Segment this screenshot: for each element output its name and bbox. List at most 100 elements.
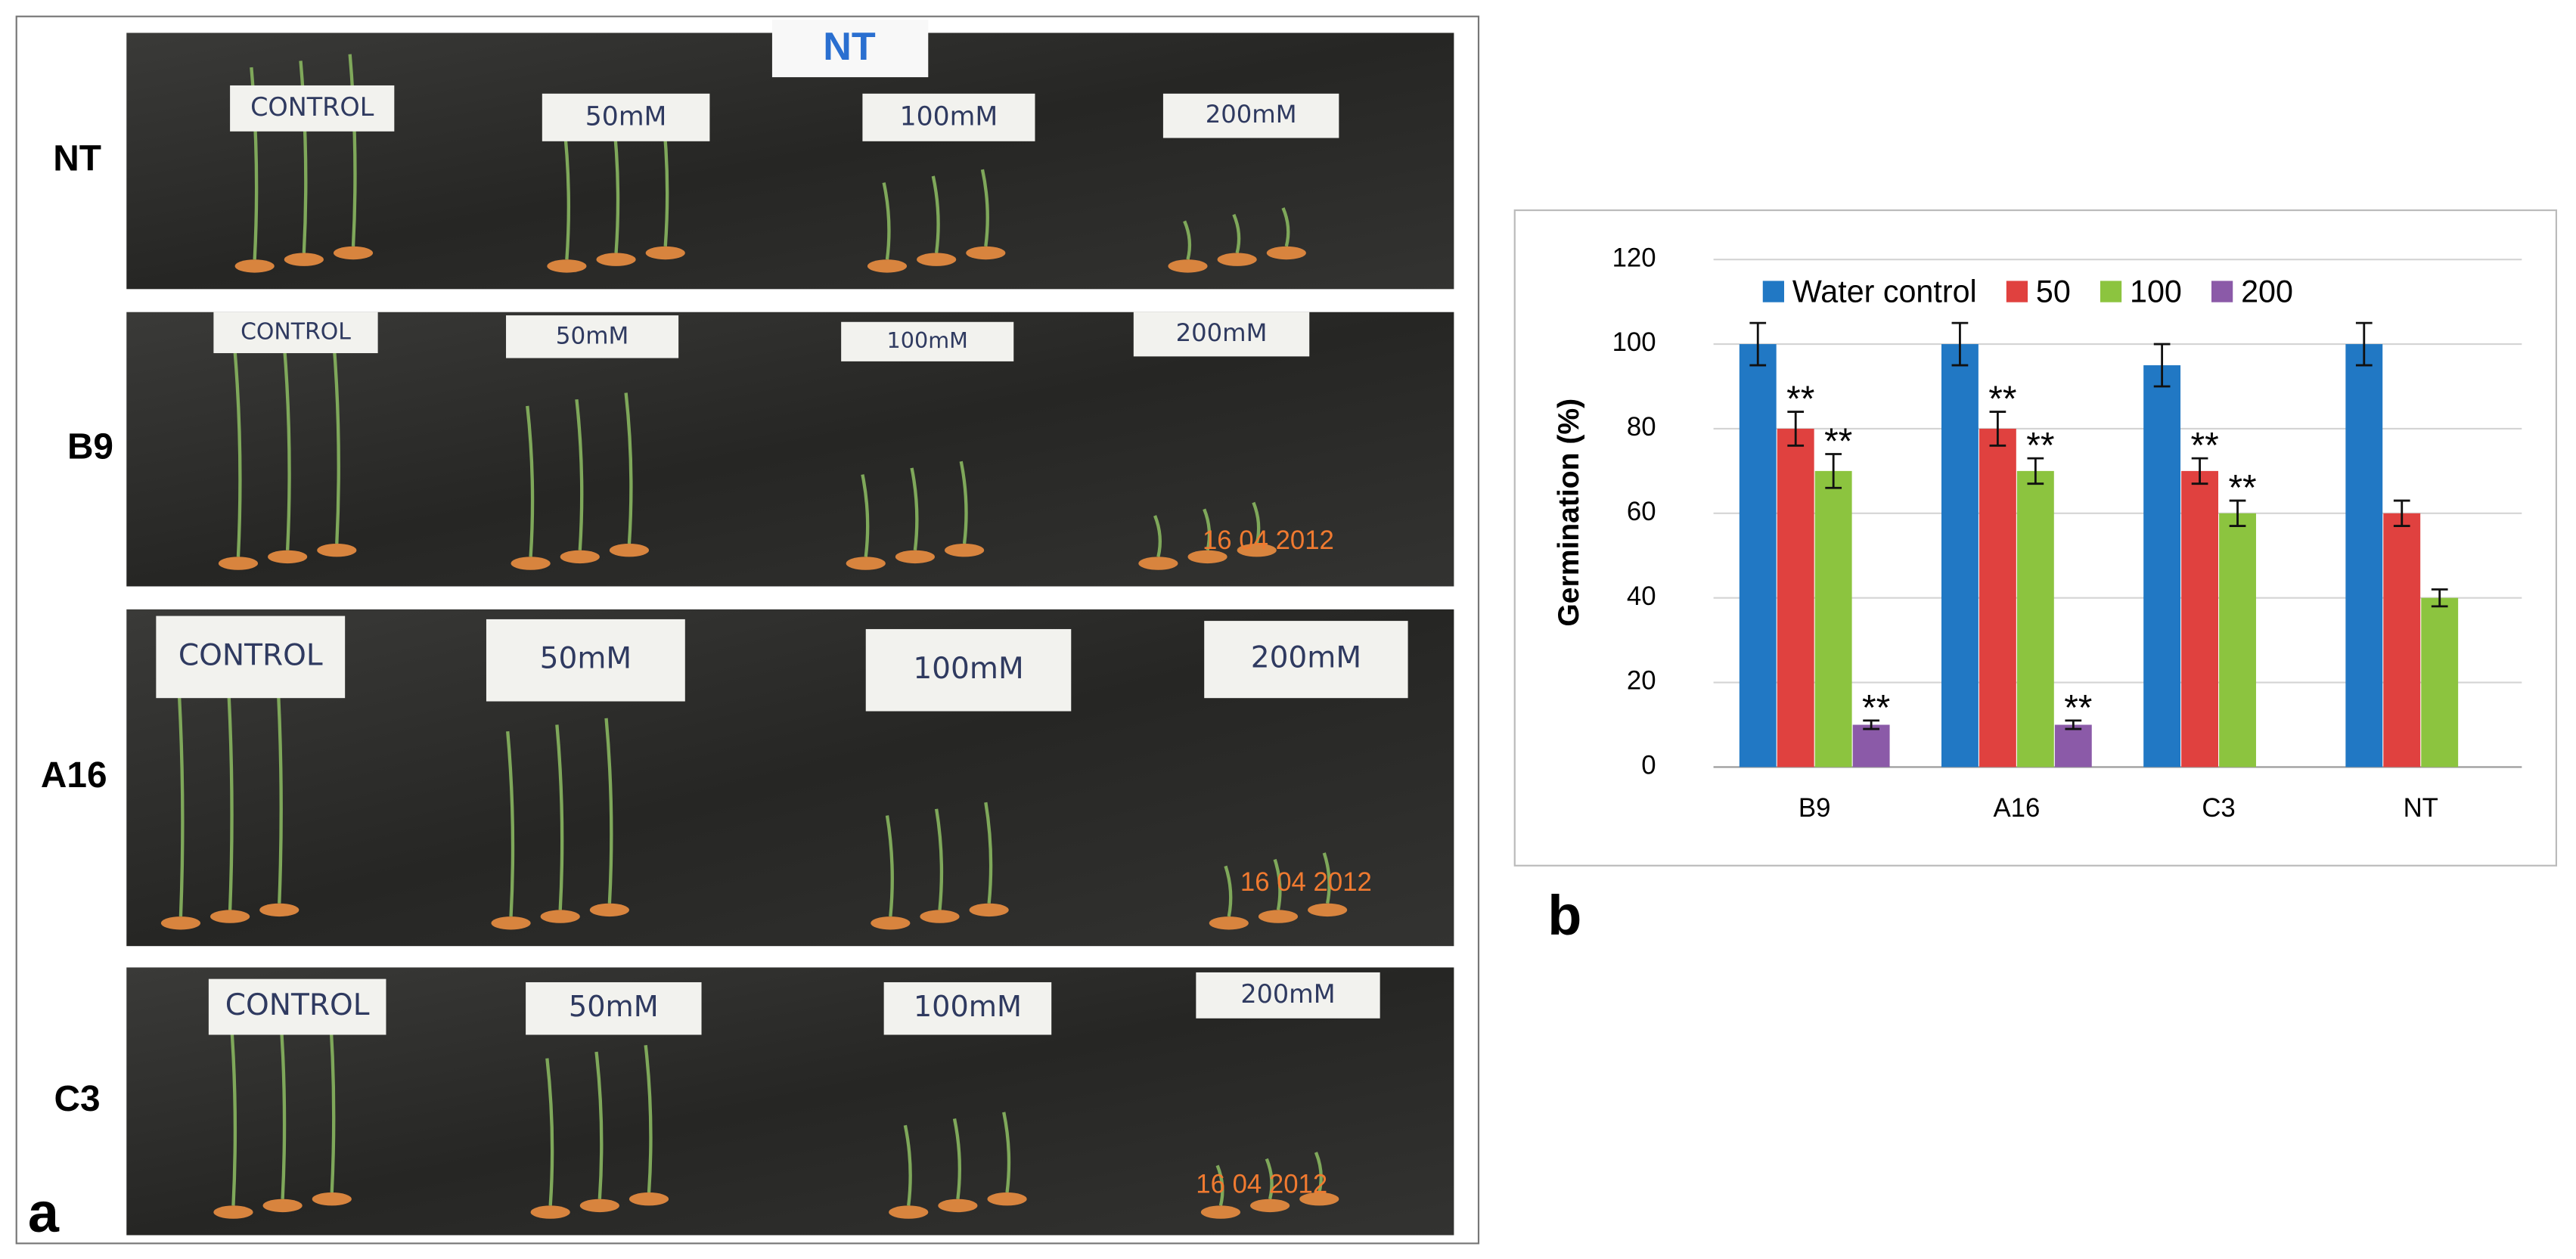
seed [628,1192,669,1206]
bar [1739,344,1777,767]
seed [945,544,985,557]
bar [1941,344,1979,767]
seedling [1002,1112,1011,1193]
seedling [331,337,340,544]
label-card [486,619,685,702]
panel-b-frame [1513,209,2558,867]
row-label: A16 [41,755,107,795]
seed [1250,1199,1290,1213]
seedling [1265,1158,1274,1200]
significance: ** [2026,426,2054,467]
legend-label: Water control [1792,274,1977,309]
bar [1814,470,1852,767]
row-label: B9 [67,427,113,467]
seedling [506,730,515,917]
seedling [1273,858,1282,910]
seedling [545,1058,554,1206]
legend-swatch [2006,281,2028,302]
y-tick-label: 20 [1627,667,1656,696]
photo-date: 16 04 2012 [1203,526,1334,555]
photo-date: 16 04 2012 [1240,868,1372,897]
panel-a-frame [15,15,1480,1245]
seed [1209,916,1249,930]
bar [1852,724,1890,767]
bar [2345,344,2383,767]
seedling [1281,207,1290,247]
seed [547,259,587,273]
seed [317,544,357,557]
photo-date: 16 04 2012 [1196,1171,1327,1199]
seed [579,1199,619,1213]
seed [1187,550,1227,564]
card-text: 200mM [1206,100,1297,129]
seed [312,1192,352,1206]
seed [889,1205,929,1219]
seedling [980,169,989,247]
significance: ** [2228,469,2256,509]
y-tick-label: 60 [1627,498,1656,526]
seedling [1203,508,1212,551]
card-text: 100mM [914,991,1022,1024]
seed [268,550,308,564]
row-label: C3 [54,1079,101,1119]
seed [540,910,580,923]
bar [2421,597,2459,767]
card-text: 50mM [540,642,632,676]
label-card [841,321,1014,361]
seedling [1224,865,1233,917]
label-card [1204,621,1408,699]
card-text: 100mM [900,101,998,132]
panel-label: b [1547,884,1581,947]
seed [1168,259,1208,273]
seedling [594,1051,604,1199]
seed [1237,544,1277,557]
card-text: NT [823,25,876,69]
seed [589,903,629,917]
label-card [771,20,929,78]
photo [126,312,1454,587]
significance: ** [1786,380,1814,420]
bar [2219,513,2256,767]
seedling [1232,213,1241,254]
seedling [1314,1152,1323,1193]
label-card [156,616,346,699]
seedling [604,718,613,904]
seed [511,557,551,570]
seed [987,1192,1027,1206]
label-card [1133,312,1310,357]
seed [1308,903,1348,917]
card-text: CONTROL [241,318,351,345]
seedling [1252,501,1261,544]
seedling [624,392,633,544]
bar [1979,428,2016,767]
seedling [984,802,993,904]
seed [1217,253,1257,266]
y-tick-label: 0 [1641,752,1656,780]
card-text: 200mM [1176,318,1268,347]
seed [160,916,201,930]
seed [596,253,636,266]
seedling [903,1124,912,1206]
bar [2181,470,2219,767]
seedling [885,815,894,917]
seedling [1183,220,1192,260]
seedling [952,1118,962,1199]
seed [1138,557,1178,570]
card-text: 100mM [913,652,1023,686]
seed [969,903,1009,917]
significance: ** [1824,422,1852,462]
seedling [575,398,584,550]
seed [938,1199,978,1213]
bar [2016,470,2054,767]
label-card [862,93,1035,141]
seed [895,550,935,564]
seed [234,259,275,273]
seedling [882,182,891,260]
x-tick-label: NT [2404,794,2438,823]
seedling [861,474,870,557]
y-axis-title: Germination (%) [1553,398,1585,627]
significance: ** [1862,688,1890,728]
x-tick-label: A16 [1993,794,2040,823]
label-card [526,981,702,1035]
